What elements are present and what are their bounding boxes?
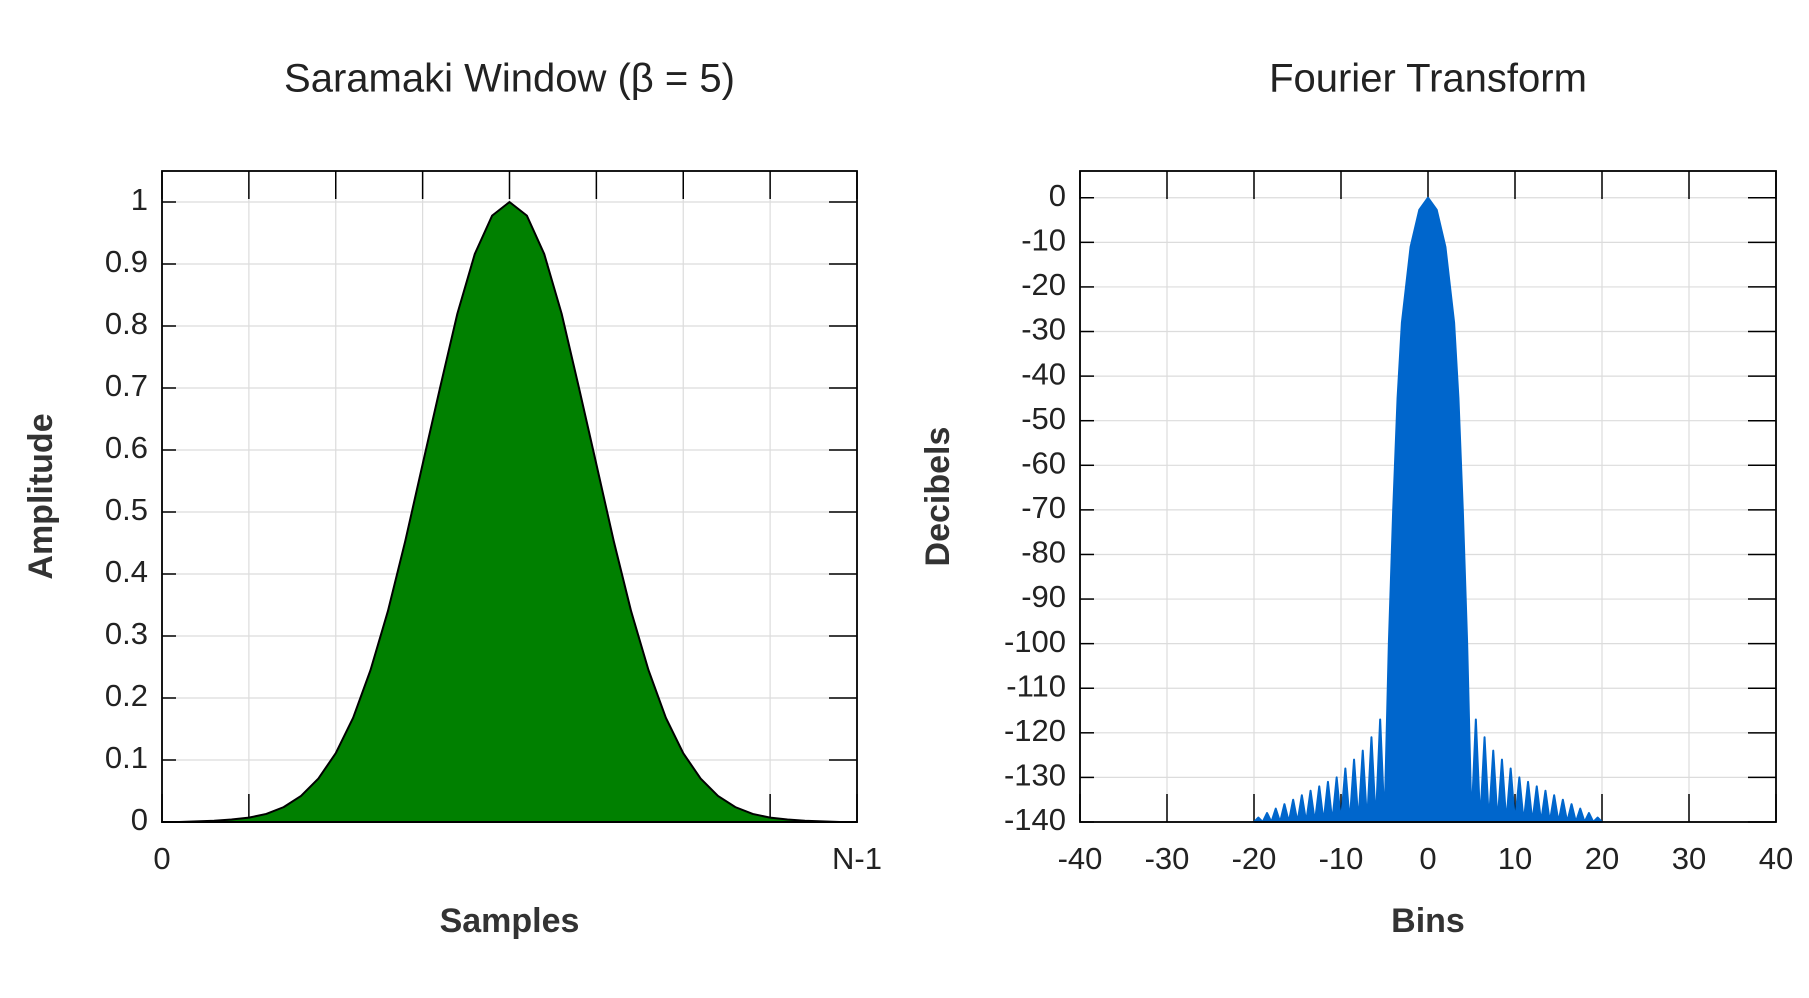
x-tick-label: 20 — [1585, 841, 1619, 876]
y-tick-label: 0.5 — [105, 492, 148, 527]
y-tick-label: 0 — [1049, 178, 1066, 213]
chart-title: Saramaki Window (β = 5) — [284, 57, 735, 101]
x-axis-label: Samples — [440, 902, 580, 940]
y-tick-label: 0.8 — [105, 306, 148, 341]
y-tick-label: -70 — [1021, 490, 1066, 525]
y-tick-label: -120 — [1004, 713, 1066, 748]
y-tick-label: -60 — [1021, 445, 1066, 480]
y-tick-label: -90 — [1021, 579, 1066, 614]
y-axis-label: Decibels — [919, 427, 957, 567]
y-tick-label: -100 — [1004, 624, 1066, 659]
x-tick-label: 0 — [1419, 841, 1436, 876]
x-tick-label: 30 — [1672, 841, 1706, 876]
y-tick-label: 0.1 — [105, 740, 148, 775]
y-tick-label: -130 — [1004, 758, 1066, 793]
chart-title: Fourier Transform — [1269, 57, 1587, 101]
y-tick-label: 0.4 — [105, 554, 148, 589]
plot-frame — [1079, 170, 1777, 823]
y-tick-label: 0.9 — [105, 244, 148, 279]
x-tick-label: -20 — [1232, 841, 1277, 876]
x-tick-label: 10 — [1498, 841, 1532, 876]
x-tick-label: -10 — [1319, 841, 1364, 876]
x-tick-label: N-1 — [832, 841, 882, 876]
y-tick-label: -10 — [1021, 223, 1066, 258]
y-tick-label: 0.2 — [105, 678, 148, 713]
y-tick-label: 0.7 — [105, 368, 148, 403]
x-tick-label: 40 — [1759, 841, 1793, 876]
y-tick-label: -50 — [1021, 401, 1066, 436]
y-tick-label: 0.3 — [105, 616, 148, 651]
y-axis-label: Amplitude — [22, 413, 60, 579]
y-tick-label: -110 — [1006, 668, 1066, 703]
y-tick-label: -20 — [1021, 267, 1066, 302]
y-tick-label: -80 — [1021, 535, 1066, 570]
x-tick-label: -30 — [1145, 841, 1190, 876]
area — [161, 201, 858, 823]
y-tick-label: -140 — [1004, 802, 1066, 837]
y-tick-label: -40 — [1021, 356, 1066, 391]
plot-frame — [161, 170, 858, 823]
y-tick-label: 1 — [131, 182, 148, 217]
area — [1253, 196, 1603, 823]
y-tick-label: 0.6 — [105, 430, 148, 465]
y-tick-label: -30 — [1021, 312, 1066, 347]
x-tick-label: 0 — [153, 841, 170, 876]
x-axis-label: Bins — [1391, 902, 1465, 940]
x-tick-label: -40 — [1058, 841, 1103, 876]
y-tick-label: 0 — [131, 802, 148, 837]
